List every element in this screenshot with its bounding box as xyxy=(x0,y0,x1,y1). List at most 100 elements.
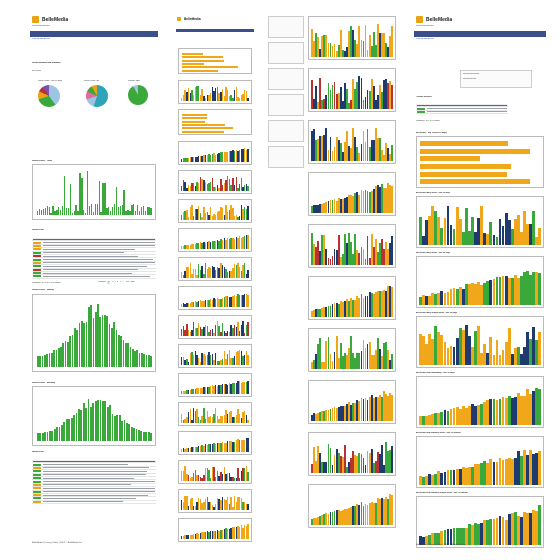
thumbnail[interactable] xyxy=(268,68,304,90)
pager-4[interactable]: 4 xyxy=(117,281,119,283)
table-row[interactable] xyxy=(32,244,156,249)
bar xyxy=(189,409,191,423)
table-row[interactable] xyxy=(32,500,156,505)
bar xyxy=(233,238,236,249)
bar xyxy=(529,223,533,245)
bar xyxy=(385,497,388,525)
main-nav-small[interactable] xyxy=(176,29,254,32)
bar xyxy=(238,414,241,423)
table-row[interactable] xyxy=(32,258,156,262)
thumbnail[interactable] xyxy=(268,42,304,64)
table-row[interactable] xyxy=(32,251,156,255)
pager-last[interactable]: 243 xyxy=(125,281,129,283)
bar xyxy=(225,442,227,452)
bar xyxy=(368,453,371,473)
bar xyxy=(135,210,137,215)
thumbnail[interactable] xyxy=(268,120,304,142)
table-row[interactable] xyxy=(32,261,156,266)
thumbnail[interactable] xyxy=(268,94,304,116)
pager-1[interactable]: 1 xyxy=(107,281,111,284)
bar xyxy=(215,187,217,191)
bar xyxy=(129,346,132,367)
bar xyxy=(346,298,348,317)
bar xyxy=(126,422,128,441)
table-row[interactable] xyxy=(32,477,156,481)
thumbnail[interactable] xyxy=(268,16,304,38)
table-row[interactable] xyxy=(416,110,508,115)
brand-small[interactable]: BelleMedia xyxy=(177,17,253,21)
table-row[interactable] xyxy=(416,107,508,111)
table-row[interactable] xyxy=(32,490,156,494)
bar xyxy=(199,362,202,365)
bar xyxy=(80,409,83,441)
table-row[interactable] xyxy=(32,275,156,279)
pager-next[interactable]: Next xyxy=(130,281,135,283)
thumbnail[interactable] xyxy=(268,146,304,168)
table-row[interactable] xyxy=(32,483,156,488)
table-row[interactable] xyxy=(32,497,156,501)
bar xyxy=(37,433,39,441)
bar xyxy=(387,83,390,109)
main-nav[interactable] xyxy=(414,31,546,37)
bar xyxy=(356,81,359,109)
brand[interactable]: BelleMedia xyxy=(32,16,158,23)
table-row[interactable] xyxy=(32,248,156,252)
table-row[interactable] xyxy=(32,241,156,245)
bar xyxy=(356,399,359,421)
bar xyxy=(208,469,210,481)
table-row[interactable] xyxy=(32,470,156,474)
bar xyxy=(187,302,190,307)
brand-name: BelleMedia xyxy=(42,16,69,23)
mini-chart xyxy=(416,196,544,248)
bar xyxy=(58,427,61,441)
bar xyxy=(226,496,229,510)
bar xyxy=(226,440,229,452)
bar xyxy=(477,325,480,365)
table-row[interactable] xyxy=(32,255,156,259)
pager-5[interactable]: 5 xyxy=(119,281,121,283)
bar xyxy=(535,237,539,245)
bar xyxy=(206,496,208,510)
table-row[interactable] xyxy=(32,487,156,491)
bar xyxy=(226,384,229,394)
bar xyxy=(194,410,197,423)
table-row[interactable] xyxy=(32,268,156,272)
brand[interactable]: BelleMedia xyxy=(416,16,546,23)
bar xyxy=(208,332,210,336)
bar xyxy=(346,355,348,369)
bar xyxy=(356,250,359,265)
table-row[interactable] xyxy=(32,494,156,498)
pager-prev[interactable]: Previous xyxy=(98,281,106,283)
chart-title: Ad results daily unique views - last 30 … xyxy=(416,312,458,314)
bar xyxy=(507,278,511,305)
bar xyxy=(242,502,244,510)
bar xyxy=(366,400,369,421)
pager-2[interactable]: 2 xyxy=(111,281,114,283)
main-nav[interactable] xyxy=(30,31,158,37)
bar xyxy=(377,185,379,213)
bar xyxy=(372,398,375,421)
table-row[interactable] xyxy=(32,466,156,471)
bar xyxy=(360,294,363,317)
pager[interactable]: Previous 1 2 3 4 5 ... 243 Next xyxy=(98,281,135,284)
bar xyxy=(247,205,249,220)
table-row[interactable] xyxy=(32,463,156,467)
pager-3[interactable]: 3 xyxy=(114,281,116,283)
table-row[interactable] xyxy=(32,272,156,276)
bar xyxy=(377,397,379,421)
bar xyxy=(458,409,462,425)
bar xyxy=(56,427,59,441)
bar xyxy=(350,241,352,265)
bar xyxy=(211,87,214,101)
bar xyxy=(194,185,197,191)
hbar xyxy=(182,63,205,65)
bar xyxy=(232,506,234,510)
bar xyxy=(247,437,249,452)
bar xyxy=(323,410,326,421)
table-row[interactable] xyxy=(32,480,156,484)
table-row[interactable] xyxy=(32,473,156,477)
bar xyxy=(131,348,134,367)
table-row[interactable] xyxy=(32,265,156,269)
bar xyxy=(377,94,379,109)
bar xyxy=(228,238,231,249)
